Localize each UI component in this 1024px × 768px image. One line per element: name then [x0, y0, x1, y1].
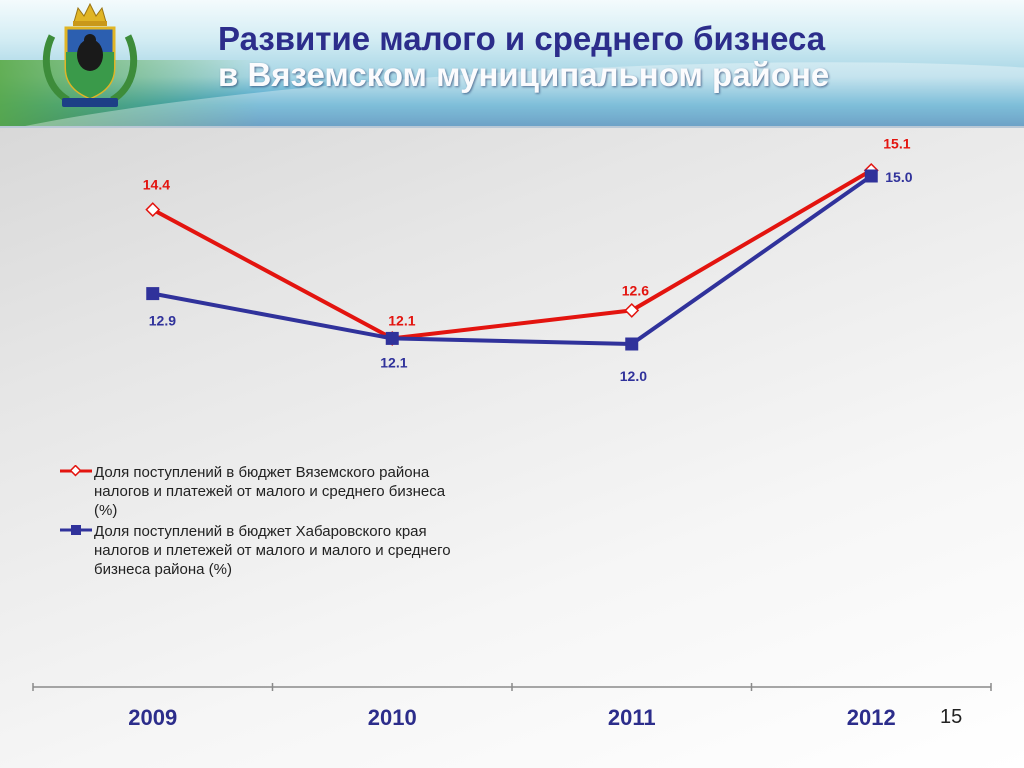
legend-entry-khabarovsk: Доля поступлений в бюджет Хабаровского к… [60, 522, 530, 579]
series-1-data-label-2011: 12.6 [622, 282, 649, 298]
series-1-data-label-2009: 14.4 [143, 177, 170, 193]
series-2-marker-2012 [864, 169, 878, 183]
legend-label-khabarovsk-l3: бизнеса района (%) [94, 561, 233, 578]
legend-label-khabarovsk-l2: налогов и плетежей от малого и малого и … [94, 542, 451, 559]
legend-swatch-red-diamond [60, 465, 92, 477]
series-2-marker-2009 [146, 287, 160, 301]
x-tick-label-2012: 2012 [847, 705, 896, 730]
x-tick-label-2011: 2011 [608, 705, 656, 730]
series-line-2 [152, 174, 873, 346]
series-2-data-label-2010: 12.1 [380, 354, 407, 370]
slide-title: Развитие малого и среднего бизнеса [218, 20, 826, 57]
legend-label-vyazemsky-l3: (%) [94, 502, 118, 519]
banner-divider [0, 126, 1024, 128]
series-2-data-label-2009: 12.9 [149, 313, 176, 329]
coat-of-arms-icon [42, 2, 138, 107]
series-2-marker-2010 [385, 331, 399, 345]
legend-entry-vyazemsky: Доля поступлений в бюджет Вяземского рай… [60, 463, 530, 520]
series-2-data-label-2011: 12.0 [620, 368, 647, 384]
x-axis [32, 683, 992, 691]
header-banner: Развитие малого и среднего бизнеса в Вяз… [0, 0, 1024, 128]
x-tick-label-2010: 2010 [368, 705, 417, 730]
series-1-marker-2011 [624, 302, 640, 318]
series-2-marker-2011 [625, 337, 639, 351]
slide-subtitle: в Вяземском муниципальном районе [218, 56, 830, 93]
series-1-data-label-2010: 12.1 [388, 312, 415, 328]
legend-label-vyazemsky-l2: налогов и платежей от малого и среднего … [94, 483, 446, 500]
series-1-marker-2009 [145, 202, 161, 218]
x-axis-tick-labels: 2009 2010 2011 2012 [128, 705, 895, 730]
series-1-data-label-2012: 15.1 [883, 135, 910, 151]
page-number: 15 [940, 706, 963, 728]
legend-label-khabarovsk-l1: Доля поступлений в бюджет Хабаровского к… [94, 523, 427, 540]
x-tick-label-2009: 2009 [128, 705, 177, 730]
legend-label-vyazemsky-l1: Доля поступлений в бюджет Вяземского рай… [94, 464, 430, 481]
data-labels: 14.4 12.1 12.6 15.1 12.9 12.1 12.0 15.0 [143, 135, 913, 384]
series-2-data-label-2012: 15.0 [885, 169, 912, 185]
series-layer [145, 162, 879, 351]
legend-swatch-blue-square [60, 525, 92, 535]
series-line-1 [151, 168, 873, 341]
